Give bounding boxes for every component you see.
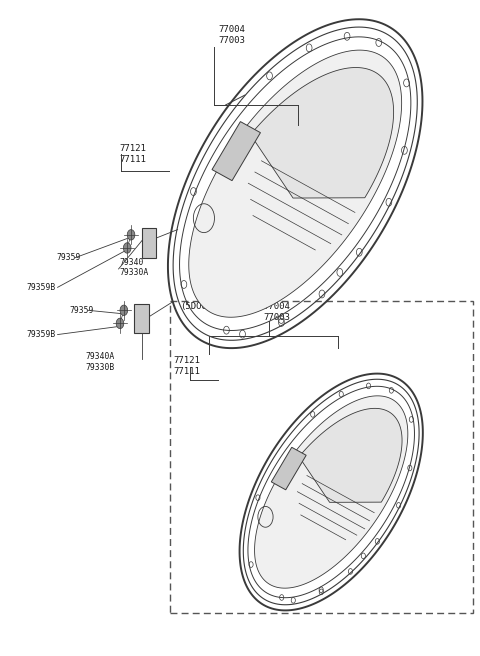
Polygon shape xyxy=(116,318,124,329)
Text: 77003: 77003 xyxy=(263,313,290,322)
Polygon shape xyxy=(254,396,408,588)
Polygon shape xyxy=(299,408,402,502)
Text: 77003: 77003 xyxy=(218,36,245,45)
Text: 79330B: 79330B xyxy=(85,363,115,372)
Text: 79359: 79359 xyxy=(57,253,81,262)
Text: 79330A: 79330A xyxy=(119,268,148,277)
Polygon shape xyxy=(127,230,135,240)
Polygon shape xyxy=(271,447,306,490)
Text: 77111: 77111 xyxy=(119,155,146,164)
Bar xyxy=(142,228,156,258)
Polygon shape xyxy=(120,305,128,316)
Polygon shape xyxy=(189,50,402,318)
Text: 77111: 77111 xyxy=(174,367,201,377)
Text: 79340A: 79340A xyxy=(85,352,115,361)
Polygon shape xyxy=(123,243,131,253)
Text: 77004: 77004 xyxy=(218,25,245,34)
Text: 77004: 77004 xyxy=(263,302,290,311)
Polygon shape xyxy=(212,121,261,180)
Text: 77121: 77121 xyxy=(119,144,146,153)
Polygon shape xyxy=(251,68,394,198)
Bar xyxy=(134,304,149,333)
Text: 77121: 77121 xyxy=(174,356,201,365)
Bar xyxy=(170,301,473,613)
Text: 79359B: 79359B xyxy=(26,283,56,292)
Text: (5DOOR): (5DOOR) xyxy=(180,302,217,311)
Text: 79340: 79340 xyxy=(119,258,144,267)
Text: 79359: 79359 xyxy=(70,306,94,315)
Text: 79359B: 79359B xyxy=(26,330,56,339)
